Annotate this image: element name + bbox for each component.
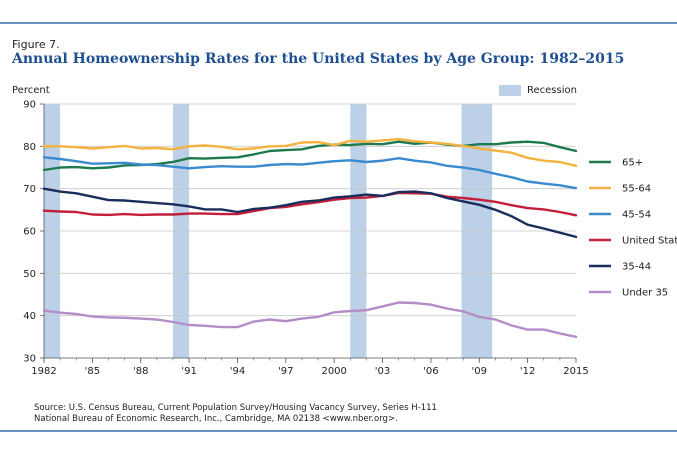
legend-label: 35-44 [622, 262, 651, 273]
x-tick-label: '97 [278, 366, 293, 377]
axes: 30 40 50 60 70 80 90 1982 '85 '88 '91 '94 '97 2000 '03… [23, 100, 588, 378]
bottom-rule [0, 430, 677, 432]
top-rule [0, 22, 677, 24]
y-tick-label: 60 [23, 227, 36, 238]
series-line [42, 187, 578, 239]
legend-label: Under 35 [622, 288, 668, 299]
x-tick-label: '03 [375, 366, 390, 377]
y-tick-label: 50 [23, 269, 36, 280]
y-tick-label: 40 [23, 311, 36, 322]
series-line [42, 156, 578, 190]
legend-label: 55-64 [622, 184, 651, 195]
y-tick-label: 70 [23, 184, 36, 195]
y-tick-label: 80 [23, 142, 36, 153]
legend-label: 65+ [622, 158, 643, 169]
series-line [42, 191, 578, 217]
series-lines [42, 137, 578, 338]
x-tick-label: '94 [230, 366, 245, 377]
recession-swatch [499, 85, 521, 96]
x-tick-label: '85 [85, 366, 100, 377]
x-tick-label: 2015 [563, 366, 588, 377]
legend-label: 45-54 [622, 210, 651, 221]
y-axis-label: Percent [12, 85, 50, 96]
source-line-1: Source: U.S. Census Bureau, Current Popu… [34, 403, 437, 413]
legend: 65+ 55-64 45-54 United States 35-44 Under 35 [589, 158, 677, 299]
x-tick-label: '12 [520, 366, 535, 377]
x-tick-label: '91 [181, 366, 196, 377]
grid-lines [44, 103, 576, 317]
x-tick-label: 1982 [31, 366, 56, 377]
chart-title: Annual Homeownership Rates for the Unite… [12, 51, 625, 67]
series-line [42, 137, 578, 168]
figure-label: Figure 7. [12, 38, 60, 51]
recession-legend-label: Recession [527, 85, 577, 96]
y-tick-label: 90 [23, 100, 36, 111]
source-note: Source: U.S. Census Bureau, Current Popu… [34, 403, 437, 425]
legend-label: United States [622, 236, 677, 247]
x-tick-label: '09 [472, 366, 487, 377]
source-line-2: National Bureau of Economic Research, In… [34, 414, 398, 424]
recession-legend: Recession [499, 85, 577, 96]
x-tick-label: '06 [423, 366, 438, 377]
x-tick-label: 2000 [321, 366, 346, 377]
y-tick-label: 30 [23, 354, 36, 365]
series-line [42, 140, 578, 172]
series-line [42, 301, 578, 338]
x-tick-label: '88 [133, 366, 148, 377]
